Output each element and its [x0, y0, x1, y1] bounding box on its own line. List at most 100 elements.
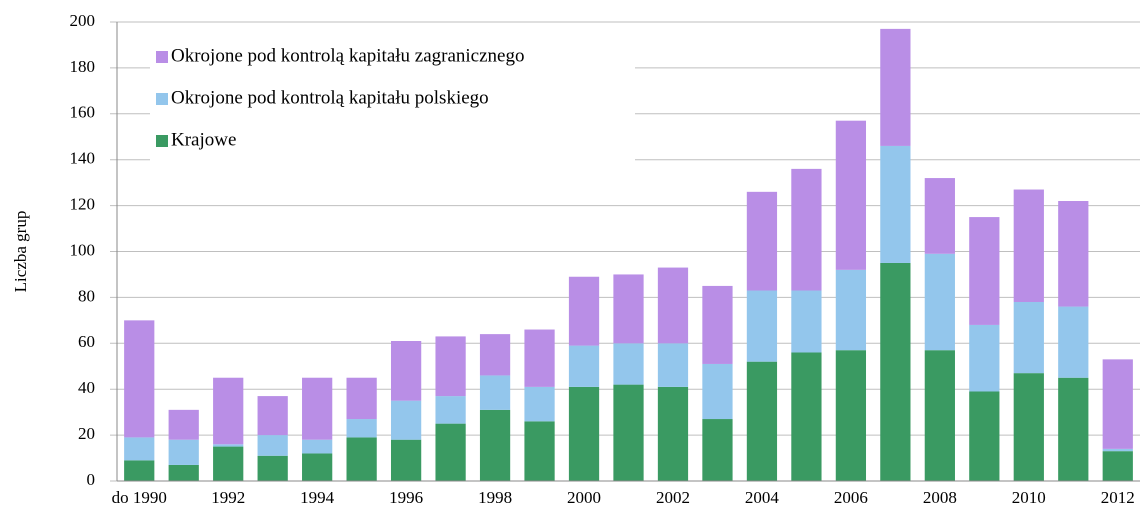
bar-segment — [880, 262, 911, 481]
bar-segment — [880, 28, 911, 146]
x-tick-label: 1994 — [300, 488, 335, 507]
bar-segment — [969, 324, 1000, 392]
bar-segment — [124, 437, 155, 461]
bar-segment — [479, 375, 511, 410]
bar-segment — [435, 396, 466, 424]
bar-segment — [346, 419, 377, 438]
bar-segment — [302, 453, 333, 481]
x-tick-label: 2004 — [745, 488, 780, 507]
x-tick-label: 2008 — [923, 488, 957, 507]
bar-segment — [791, 352, 822, 481]
bar-segment — [702, 285, 733, 364]
bar-segment — [524, 329, 555, 387]
bar-segment — [568, 345, 600, 387]
bar-segment — [257, 455, 288, 481]
bar-segment — [835, 269, 867, 351]
bar-segment — [657, 386, 689, 481]
bar-segment — [390, 439, 422, 481]
bar-segment — [1102, 359, 1133, 449]
bar-segment — [1013, 189, 1044, 302]
bar-segment — [969, 391, 1000, 481]
bar-segment — [1058, 377, 1089, 481]
legend-swatch — [156, 93, 168, 105]
bar-segment — [657, 343, 689, 387]
bar-segment — [435, 423, 466, 481]
bar-segment — [835, 350, 867, 481]
bar-segment — [257, 396, 288, 436]
x-tick-label: 2000 — [567, 488, 601, 507]
bar-segment — [746, 290, 778, 362]
bar-segment — [124, 320, 155, 438]
y-tick-label: 120 — [70, 195, 96, 214]
bar-segment — [168, 439, 199, 465]
bar-segment — [257, 435, 288, 456]
bar-segment — [613, 274, 644, 344]
bar-segment — [390, 341, 422, 401]
bar-segment — [746, 361, 778, 481]
bar-segment — [613, 384, 644, 481]
bar-segment — [346, 377, 377, 420]
bar-segment — [568, 276, 600, 346]
bar-segment — [435, 336, 466, 397]
x-tick-label: 1998 — [478, 488, 512, 507]
bar-segment — [613, 343, 644, 385]
bar-segment — [924, 253, 955, 351]
x-tick-label: 1992 — [211, 488, 245, 507]
bar-segment — [213, 446, 244, 481]
bar-segment — [302, 377, 333, 440]
legend-box — [150, 38, 635, 168]
y-tick-label: 180 — [70, 57, 96, 76]
bar-segment — [835, 120, 867, 270]
bar-segment — [657, 267, 689, 344]
bar-segment — [791, 168, 822, 291]
bar-segment — [1102, 451, 1133, 481]
bar-segment — [524, 386, 555, 422]
bar-segment — [924, 350, 955, 481]
y-tick-label: 40 — [78, 378, 95, 397]
legend-swatch — [156, 51, 168, 63]
y-tick-label: 80 — [78, 286, 95, 305]
bar-segment — [213, 444, 244, 447]
x-tick-label: do 1990 — [112, 488, 167, 507]
bar-segment — [213, 377, 244, 445]
bar-segment — [1102, 448, 1133, 452]
bar-segment — [702, 363, 733, 420]
y-tick-label: 160 — [70, 103, 96, 122]
bar-segment — [969, 217, 1000, 325]
y-tick-label: 0 — [87, 470, 96, 489]
bar-segment — [880, 145, 911, 263]
legend-label: Krajowe — [171, 129, 236, 150]
x-tick-label: 2002 — [656, 488, 690, 507]
x-tick-label: 1996 — [389, 488, 423, 507]
legend-swatch — [156, 135, 168, 147]
legend-label: Okrojone pod kontrolą kapitału zagranicz… — [171, 45, 525, 66]
bar-segment — [1058, 201, 1089, 307]
bar-segment — [524, 421, 555, 481]
bar-segment — [702, 419, 733, 481]
bar-segment — [1058, 306, 1089, 378]
y-tick-label: 60 — [78, 332, 95, 351]
x-tick-label: 2012 — [1101, 488, 1135, 507]
legend-label: Okrojone pod kontrolą kapitału polskiego — [171, 87, 489, 108]
bar-segment — [479, 334, 511, 376]
bar-segment — [390, 400, 422, 440]
y-tick-label: 20 — [78, 424, 95, 443]
bar-segment — [791, 290, 822, 353]
bar-segment — [302, 439, 333, 454]
y-tick-label: 140 — [70, 149, 96, 168]
bar-segment — [479, 409, 511, 481]
x-tick-label: 2006 — [834, 488, 868, 507]
bar-segment — [124, 460, 155, 481]
bar-segment — [924, 178, 955, 254]
y-axis-label: Liczba grup — [11, 211, 30, 293]
bar-segment — [1013, 373, 1044, 481]
y-tick-label: 100 — [70, 240, 96, 259]
bar-segment — [168, 409, 199, 440]
bar-segment — [168, 464, 199, 481]
x-tick-label: 2010 — [1012, 488, 1046, 507]
bar-segment — [1013, 301, 1044, 374]
bar-segment — [568, 386, 600, 481]
bar-segment — [746, 191, 778, 291]
y-tick-label: 200 — [70, 11, 96, 30]
